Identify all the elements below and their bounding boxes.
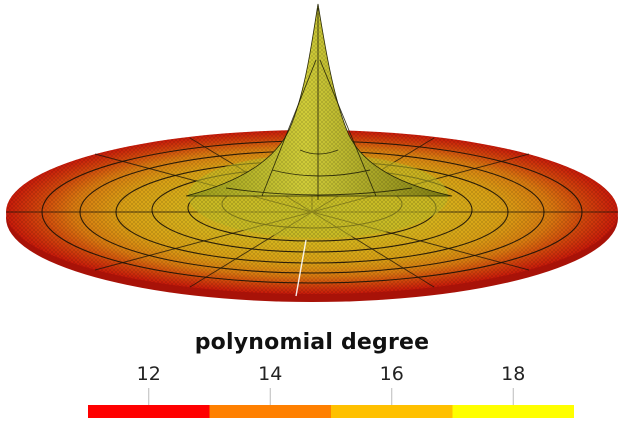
colorbar-tick-label-0: 12 [137,363,161,385]
colorbar-segment-2 [331,405,453,418]
colorbar-segment-1 [209,405,331,418]
mesh-surface-plot [6,3,618,302]
colorbar-tick-label-2: 16 [380,363,404,385]
colorbar-segment-3 [452,405,574,418]
colorbar-segments [88,405,574,418]
colorbar: 12 14 16 18 [88,363,574,418]
colorbar-tick-label-1: 14 [258,363,282,385]
colorbar-title: polynomial degree [194,330,430,355]
colorbar-ticks: 12 14 16 18 [137,363,525,405]
colorbar-segment-0 [88,405,210,418]
colorbar-tick-label-3: 18 [501,363,525,385]
